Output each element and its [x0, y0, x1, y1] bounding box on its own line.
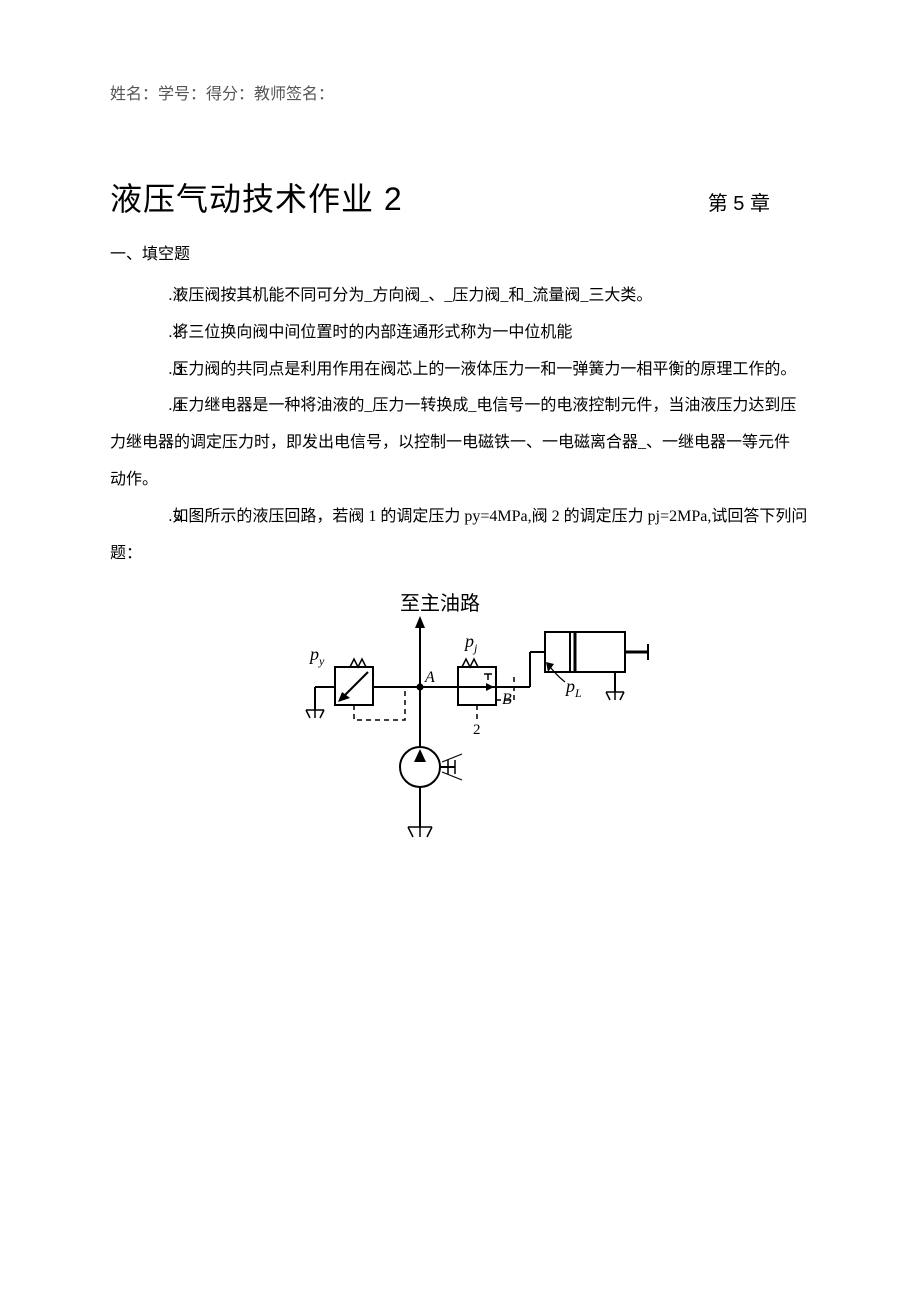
- item-number: 5: [142, 499, 164, 536]
- item-text: .液压阀按其机能不同可分为_方向阀_、_压力阀_和_流量阀_三大类。: [164, 287, 652, 304]
- label-valve2: 2: [473, 722, 481, 738]
- hydraulic-circuit-figure: 至主油路 A: [110, 592, 810, 852]
- question-1: 1 .液压阀按其机能不同可分为_方向阀_、_压力阀_和_流量阀_三大类。: [110, 278, 810, 315]
- label-pj: pj: [463, 631, 478, 655]
- question-4-line1: 4 .压力继电器是一种将油液的_压力一转换成_电信号一的电液控制元件，当油液压力…: [110, 388, 810, 425]
- label-pL: pL: [564, 676, 582, 700]
- label-main-oil: 至主油路: [400, 592, 480, 615]
- main-title: 液压气动技术作业 2: [110, 174, 403, 220]
- document-page: 姓名：学号：得分：教师签名： 液压气动技术作业 2 第 5 章 一、填空题 1 …: [0, 0, 920, 912]
- item-number: 2: [142, 315, 164, 352]
- chapter-label: 第 5 章: [708, 187, 770, 216]
- question-4-line2: 力继电器的调定压力时，即发出电信号，以控制一电磁铁一、一电磁离合器_、一继电器一…: [110, 425, 810, 462]
- question-3: 3 .压力阀的共同点是利用作用在阀芯上的一液体压力一和一弹簧力一相平衡的原理工作…: [110, 352, 810, 389]
- label-B: B: [502, 691, 512, 708]
- item-text: .如图所示的液压回路，若阀 1 的调定压力 py=4MPa,阀 2 的调定压力 …: [164, 508, 807, 525]
- item-number: 1: [142, 278, 164, 315]
- title-row: 液压气动技术作业 2 第 5 章: [110, 174, 810, 220]
- circuit-svg: 至主油路 A: [270, 592, 650, 852]
- label-A: A: [424, 669, 435, 686]
- item-text: .将三位换向阀中间位置时的内部连通形式称为一中位机能: [164, 324, 572, 341]
- item-number: 4: [142, 388, 164, 425]
- label-py: py: [308, 644, 325, 668]
- header-fields: 姓名：学号：得分：教师签名：: [110, 80, 810, 104]
- section-heading: 一、填空题: [110, 240, 810, 264]
- question-4-line3: 动作。: [110, 462, 810, 499]
- question-5-line1: 5 .如图所示的液压回路，若阀 1 的调定压力 py=4MPa,阀 2 的调定压…: [110, 499, 810, 536]
- item-text: .压力继电器是一种将油液的_压力一转换成_电信号一的电液控制元件，当油液压力达到…: [164, 397, 796, 414]
- question-2: 2 .将三位换向阀中间位置时的内部连通形式称为一中位机能: [110, 315, 810, 352]
- item-text: .压力阀的共同点是利用作用在阀芯上的一液体压力一和一弹簧力一相平衡的原理工作的。: [164, 361, 796, 378]
- question-5-line2: 题：: [110, 536, 810, 573]
- item-number: 3: [142, 352, 164, 389]
